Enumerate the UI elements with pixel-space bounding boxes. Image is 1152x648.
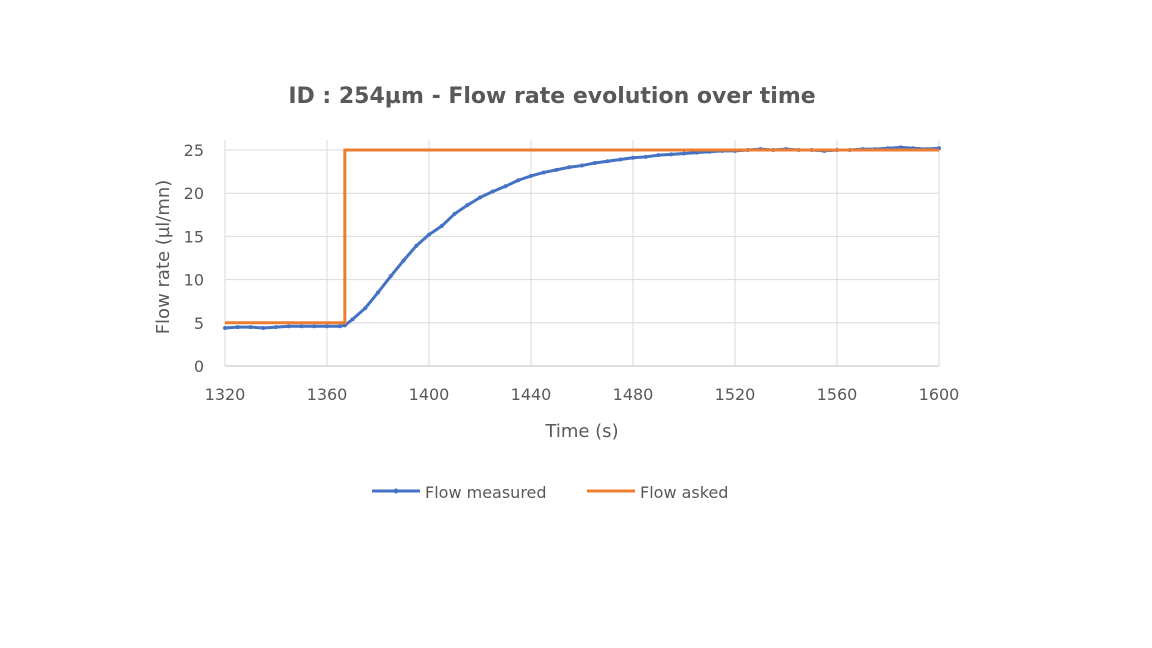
x-tick-label: 1560 xyxy=(817,385,858,404)
series-flow-asked xyxy=(225,148,939,325)
x-axis-title: Time (s) xyxy=(544,421,618,442)
flow-measured-point xyxy=(274,325,278,330)
flow-measured-point xyxy=(643,154,648,159)
y-axis-ticks: 0 5 10 15 20 25 xyxy=(184,141,204,376)
flow-measured-point xyxy=(235,325,240,330)
grid xyxy=(224,140,940,367)
flow-measured-point xyxy=(631,155,635,160)
y-tick-label: 20 xyxy=(184,184,204,203)
flow-measured-point xyxy=(554,167,559,172)
flow-measured-point xyxy=(567,165,572,170)
flow-measured-point xyxy=(325,324,329,329)
flow-measured-point xyxy=(465,203,470,208)
legend-item-flow-asked: Flow asked xyxy=(587,483,728,502)
flow-measured-point xyxy=(248,325,253,330)
x-tick-label: 1400 xyxy=(409,385,450,404)
legend-item-flow-measured: Flow measured xyxy=(372,483,547,502)
series-flow-measured xyxy=(223,145,941,330)
flow-measured-point xyxy=(414,243,419,248)
x-axis-ticks: 1320 1360 1400 1440 1480 1520 1560 1600 xyxy=(205,385,960,404)
x-tick-label: 1600 xyxy=(919,385,960,404)
y-tick-label: 10 xyxy=(184,271,204,290)
flow-measured-point xyxy=(669,152,674,157)
x-tick-label: 1480 xyxy=(613,385,654,404)
flow-measured-point xyxy=(490,189,495,194)
y-axis-title: Flow rate (µl/mn) xyxy=(153,180,174,335)
flow-measured-point xyxy=(605,159,610,164)
flow-measured-point xyxy=(529,173,533,178)
flow-measured-point xyxy=(223,325,227,330)
flow-measured-point xyxy=(541,170,546,175)
flow-measured-point xyxy=(694,150,699,155)
flow-measured-point xyxy=(312,324,317,329)
series-layer xyxy=(223,145,941,330)
flow-measured-point xyxy=(452,211,457,216)
flow-measured-point xyxy=(439,224,444,229)
flow-measured-point xyxy=(516,178,521,183)
legend-label-flow-measured: Flow measured xyxy=(425,483,547,502)
flow-measured-point xyxy=(618,157,623,162)
flow-measured-point xyxy=(261,325,266,330)
y-tick-label: 25 xyxy=(184,141,204,160)
y-tick-label: 5 xyxy=(194,314,204,333)
flow-measured-point xyxy=(363,306,368,311)
x-tick-label: 1360 xyxy=(307,385,348,404)
y-tick-label: 15 xyxy=(184,227,204,246)
flow-measured-point xyxy=(299,324,304,329)
flow-asked-line xyxy=(225,148,939,325)
x-tick-label: 1320 xyxy=(205,385,246,404)
flow-measured-point xyxy=(342,323,347,328)
chart-title: ID : 254µm - Flow rate evolution over ti… xyxy=(288,84,815,109)
flow-measured-point xyxy=(286,324,291,329)
legend-marker-flow-measured xyxy=(393,488,399,494)
flow-measured-point xyxy=(427,232,431,237)
flow-measured-point xyxy=(337,324,342,329)
flow-measured-point xyxy=(580,163,584,168)
flow-measured-point xyxy=(592,160,597,165)
flow-measured-point xyxy=(478,195,482,200)
flow-measured-point xyxy=(682,151,686,156)
x-tick-label: 1520 xyxy=(715,385,756,404)
flow-measured-point xyxy=(503,184,508,189)
flow-measured-point xyxy=(350,317,355,322)
legend-label-flow-asked: Flow asked xyxy=(640,483,728,502)
x-tick-label: 1440 xyxy=(511,385,552,404)
y-tick-label: 0 xyxy=(194,357,204,376)
flow-measured-point xyxy=(656,153,661,158)
legend: Flow measured Flow asked xyxy=(372,483,728,502)
flow-measured-point xyxy=(401,258,406,263)
flow-measured-point xyxy=(898,145,903,150)
flow-measured-line xyxy=(224,145,940,330)
flow-measured-point xyxy=(376,290,380,295)
flow-measured-point xyxy=(388,274,393,279)
